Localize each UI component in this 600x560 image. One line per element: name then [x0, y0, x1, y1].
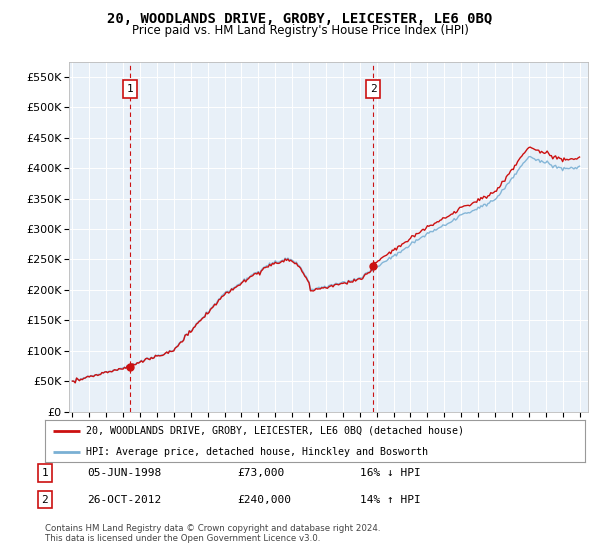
Text: 05-JUN-1998: 05-JUN-1998	[87, 468, 161, 478]
Text: Price paid vs. HM Land Registry's House Price Index (HPI): Price paid vs. HM Land Registry's House …	[131, 24, 469, 36]
Text: £73,000: £73,000	[237, 468, 284, 478]
Text: HPI: Average price, detached house, Hinckley and Bosworth: HPI: Average price, detached house, Hinc…	[86, 447, 427, 457]
Text: Contains HM Land Registry data © Crown copyright and database right 2024.
This d: Contains HM Land Registry data © Crown c…	[45, 524, 380, 543]
Text: 1: 1	[41, 468, 49, 478]
Text: 20, WOODLANDS DRIVE, GROBY, LEICESTER, LE6 0BQ: 20, WOODLANDS DRIVE, GROBY, LEICESTER, L…	[107, 12, 493, 26]
Text: 2: 2	[370, 84, 377, 94]
Text: 20, WOODLANDS DRIVE, GROBY, LEICESTER, LE6 0BQ (detached house): 20, WOODLANDS DRIVE, GROBY, LEICESTER, L…	[86, 426, 464, 436]
Text: £240,000: £240,000	[237, 494, 291, 505]
Text: 26-OCT-2012: 26-OCT-2012	[87, 494, 161, 505]
Text: 2: 2	[41, 494, 49, 505]
Text: 16% ↓ HPI: 16% ↓ HPI	[360, 468, 421, 478]
Text: 1: 1	[127, 84, 134, 94]
Text: 14% ↑ HPI: 14% ↑ HPI	[360, 494, 421, 505]
